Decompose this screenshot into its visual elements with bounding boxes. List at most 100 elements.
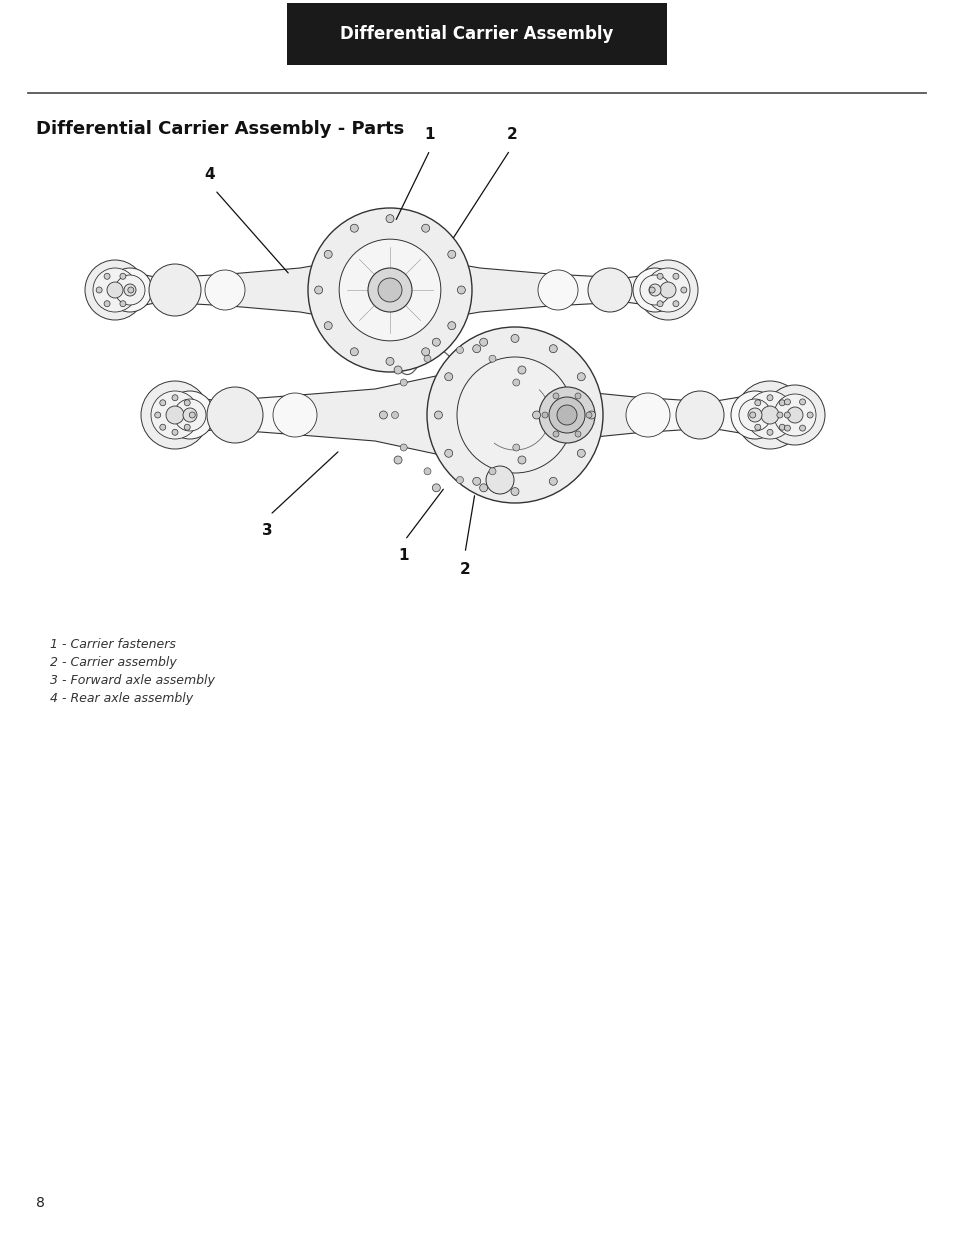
Circle shape — [456, 357, 573, 473]
Circle shape — [456, 287, 465, 294]
Circle shape — [517, 366, 525, 374]
Circle shape — [587, 411, 595, 419]
Circle shape — [120, 300, 126, 306]
Circle shape — [489, 468, 496, 474]
Circle shape — [739, 399, 770, 431]
Circle shape — [672, 300, 679, 306]
Circle shape — [381, 282, 397, 298]
Circle shape — [104, 300, 110, 306]
Circle shape — [308, 207, 472, 372]
Circle shape — [444, 450, 453, 457]
Circle shape — [783, 399, 790, 405]
Text: 4: 4 — [205, 167, 215, 182]
Text: 3: 3 — [261, 522, 272, 538]
Circle shape — [104, 273, 110, 279]
Circle shape — [421, 225, 429, 232]
Circle shape — [779, 400, 784, 406]
Circle shape — [386, 357, 394, 366]
Circle shape — [577, 450, 585, 457]
Circle shape — [159, 424, 166, 430]
Circle shape — [577, 373, 585, 380]
Circle shape — [648, 287, 655, 293]
Circle shape — [659, 282, 676, 298]
Circle shape — [585, 412, 592, 417]
Text: 1 - Carrier fasteners: 1 - Carrier fasteners — [50, 638, 175, 651]
Bar — [287, 2, 666, 65]
Circle shape — [324, 251, 332, 258]
Circle shape — [735, 382, 803, 450]
Circle shape — [159, 400, 166, 406]
Circle shape — [108, 268, 152, 312]
Circle shape — [537, 270, 578, 310]
Circle shape — [532, 411, 540, 419]
Circle shape — [107, 282, 123, 298]
Circle shape — [513, 445, 519, 451]
Circle shape — [96, 287, 102, 293]
Circle shape — [324, 321, 332, 330]
Circle shape — [205, 270, 245, 310]
Circle shape — [485, 466, 514, 494]
Circle shape — [553, 393, 558, 399]
Circle shape — [549, 345, 557, 353]
Text: 4 - Rear axle assembly: 4 - Rear axle assembly — [50, 692, 193, 705]
Circle shape — [511, 335, 518, 342]
Circle shape — [427, 327, 602, 503]
Circle shape — [456, 477, 463, 483]
Polygon shape — [190, 395, 299, 435]
Circle shape — [386, 215, 394, 222]
Circle shape — [154, 412, 160, 417]
Circle shape — [766, 395, 772, 400]
Circle shape — [434, 411, 442, 419]
Circle shape — [166, 406, 184, 424]
Circle shape — [799, 399, 804, 405]
Circle shape — [314, 287, 322, 294]
Circle shape — [783, 425, 790, 431]
Circle shape — [189, 412, 195, 417]
Circle shape — [676, 391, 723, 438]
Circle shape — [779, 424, 784, 430]
Circle shape — [749, 412, 755, 417]
Circle shape — [587, 268, 631, 312]
Circle shape — [207, 387, 263, 443]
Polygon shape — [230, 254, 375, 325]
Circle shape — [166, 391, 213, 438]
Circle shape — [633, 268, 677, 312]
Text: 2: 2 — [459, 562, 470, 577]
Circle shape — [806, 412, 812, 417]
Circle shape — [760, 406, 779, 424]
Circle shape — [120, 273, 126, 279]
Circle shape — [657, 273, 662, 279]
Circle shape — [538, 387, 595, 443]
Circle shape — [754, 424, 760, 430]
Polygon shape — [635, 396, 740, 433]
Circle shape — [368, 268, 412, 312]
Polygon shape — [550, 274, 655, 306]
Circle shape — [432, 338, 440, 346]
Circle shape — [645, 268, 689, 312]
Circle shape — [557, 405, 577, 425]
Circle shape — [479, 338, 487, 346]
Text: 2: 2 — [506, 127, 517, 142]
Circle shape — [423, 468, 431, 474]
Circle shape — [479, 484, 487, 492]
Circle shape — [183, 408, 196, 422]
Circle shape — [489, 356, 496, 362]
Circle shape — [639, 275, 669, 305]
Circle shape — [575, 393, 580, 399]
Text: 1: 1 — [424, 127, 435, 142]
Polygon shape — [405, 254, 550, 325]
Circle shape — [473, 477, 480, 485]
Circle shape — [149, 264, 201, 316]
Circle shape — [394, 456, 401, 464]
Circle shape — [754, 400, 760, 406]
Circle shape — [172, 395, 178, 400]
Circle shape — [423, 356, 431, 362]
Circle shape — [391, 411, 398, 419]
Circle shape — [173, 399, 206, 431]
Circle shape — [350, 348, 358, 356]
Circle shape — [394, 366, 401, 374]
Circle shape — [776, 412, 782, 417]
Circle shape — [421, 348, 429, 356]
Circle shape — [730, 391, 779, 438]
Circle shape — [350, 225, 358, 232]
